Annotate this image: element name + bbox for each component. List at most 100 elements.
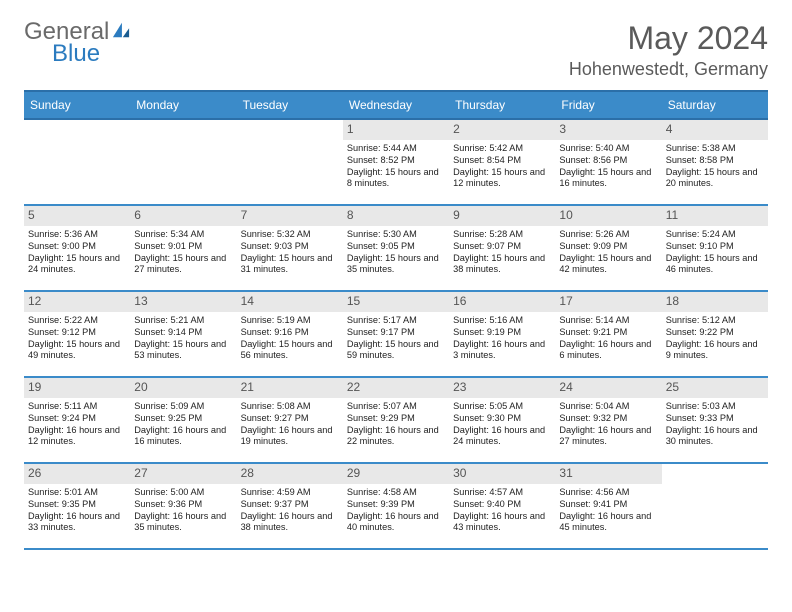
sunset-line: Sunset: 9:39 PM [347, 499, 445, 511]
day-number: 1 [343, 120, 449, 140]
sunrise-line: Sunrise: 5:22 AM [28, 315, 126, 327]
sunrise-line: Sunrise: 4:57 AM [453, 487, 551, 499]
calendar-cell: 30Sunrise: 4:57 AMSunset: 9:40 PMDayligh… [449, 464, 555, 548]
sunrise-line: Sunrise: 5:01 AM [28, 487, 126, 499]
calendar-cell: 18Sunrise: 5:12 AMSunset: 9:22 PMDayligh… [662, 292, 768, 376]
day-header: Thursday [449, 92, 555, 118]
sunset-line: Sunset: 9:05 PM [347, 241, 445, 253]
day-number: 28 [237, 464, 343, 484]
calendar-week: 1 Sunrise: 5:44 AMSunset: 8:52 PM Daylight… [24, 120, 768, 206]
daylight-line: Daylight: 16 hours and 43 minutes. [453, 511, 551, 535]
day-number: 6 [130, 206, 236, 226]
sunset-line: Sunset: 9:33 PM [666, 413, 764, 425]
calendar-cell [24, 120, 130, 204]
sunrise-line: Sunrise: 4:59 AM [241, 487, 339, 499]
sunrise-line: Sunrise: 5:40 AM [559, 143, 657, 155]
daylight-line: Daylight: 16 hours and 3 minutes. [453, 339, 551, 363]
daylight-line: Daylight: 16 hours and 35 minutes. [134, 511, 232, 535]
day-number: 10 [555, 206, 661, 226]
sunrise-line: Sunrise: 5:04 AM [559, 401, 657, 413]
calendar-cell: 1Sunrise: 5:44 AMSunset: 8:52 PMDaylight… [343, 120, 449, 204]
sunrise-line: Sunrise: 5:32 AM [241, 229, 339, 241]
sunset-line: Sunset: 9:32 PM [559, 413, 657, 425]
sunset-line: Sunset: 9:07 PM [453, 241, 551, 253]
daylight-line: Daylight: 16 hours and 12 minutes. [28, 425, 126, 449]
calendar-cell: 27Sunrise: 5:00 AMSunset: 9:36 PMDayligh… [130, 464, 236, 548]
daylight-line: Daylight: 16 hours and 27 minutes. [559, 425, 657, 449]
sunset-line: Sunset: 9:24 PM [28, 413, 126, 425]
calendar-cell: 10Sunrise: 5:26 AMSunset: 9:09 PMDayligh… [555, 206, 661, 290]
daylight-line: Daylight: 15 hours and 12 minutes. [453, 167, 551, 191]
daylight-line: Daylight: 15 hours and 59 minutes. [347, 339, 445, 363]
calendar-cell: 31Sunrise: 4:56 AMSunset: 9:41 PMDayligh… [555, 464, 661, 548]
day-number: 13 [130, 292, 236, 312]
sunset-line: Sunset: 9:25 PM [134, 413, 232, 425]
calendar-cell: 25Sunrise: 5:03 AMSunset: 9:33 PMDayligh… [662, 378, 768, 462]
sail-icon [111, 20, 131, 44]
day-number: 15 [343, 292, 449, 312]
day-number: 18 [662, 292, 768, 312]
daylight-line: Daylight: 16 hours and 30 minutes. [666, 425, 764, 449]
sunrise-line: Sunrise: 4:56 AM [559, 487, 657, 499]
calendar-cell: 17Sunrise: 5:14 AMSunset: 9:21 PMDayligh… [555, 292, 661, 376]
daylight-line: Daylight: 16 hours and 38 minutes. [241, 511, 339, 535]
day-header: Friday [555, 92, 661, 118]
day-number: 9 [449, 206, 555, 226]
day-number: 22 [343, 378, 449, 398]
sunrise-line: Sunrise: 5:00 AM [134, 487, 232, 499]
daylight-line: Daylight: 16 hours and 16 minutes. [134, 425, 232, 449]
sunset-line: Sunset: 9:01 PM [134, 241, 232, 253]
sunset-line: Sunset: 9:16 PM [241, 327, 339, 339]
sunset-line: Sunset: 9:00 PM [28, 241, 126, 253]
calendar-cell: 24Sunrise: 5:04 AMSunset: 9:32 PMDayligh… [555, 378, 661, 462]
sunrise-line: Sunrise: 5:28 AM [453, 229, 551, 241]
calendar-cell: 9 Sunrise: 5:28 AMSunset: 9:07 PMDaylight… [449, 206, 555, 290]
sunset-line: Sunset: 8:52 PM [347, 155, 445, 167]
sunrise-line: Sunrise: 5:30 AM [347, 229, 445, 241]
day-header: Sunday [24, 92, 130, 118]
calendar-cell [130, 120, 236, 204]
sunrise-line: Sunrise: 5:36 AM [28, 229, 126, 241]
daylight-line: Daylight: 15 hours and 38 minutes. [453, 253, 551, 277]
sunset-line: Sunset: 9:40 PM [453, 499, 551, 511]
calendar-cell: 7Sunrise: 5:32 AMSunset: 9:03 PMDaylight… [237, 206, 343, 290]
daylight-line: Daylight: 15 hours and 16 minutes. [559, 167, 657, 191]
sunrise-line: Sunrise: 5:14 AM [559, 315, 657, 327]
calendar-cell: 16Sunrise: 5:16 AMSunset: 9:19 PMDayligh… [449, 292, 555, 376]
sunset-line: Sunset: 9:41 PM [559, 499, 657, 511]
calendar-cell: 28Sunrise: 4:59 AMSunset: 9:37 PMDayligh… [237, 464, 343, 548]
calendar-cell: 5Sunrise: 5:36 AMSunset: 9:00 PMDaylight… [24, 206, 130, 290]
day-number: 14 [237, 292, 343, 312]
sunset-line: Sunset: 9:21 PM [559, 327, 657, 339]
daylight-line: Daylight: 16 hours and 33 minutes. [28, 511, 126, 535]
daylight-line: Daylight: 16 hours and 45 minutes. [559, 511, 657, 535]
daylight-line: Daylight: 15 hours and 24 minutes. [28, 253, 126, 277]
brand-part2: Blue [24, 42, 131, 66]
calendar-cell: 2Sunrise: 5:42 AMSunset: 8:54 PMDaylight… [449, 120, 555, 204]
calendar-cell: 20Sunrise: 5:09 AMSunset: 9:25 PMDayligh… [130, 378, 236, 462]
daylight-line: Daylight: 15 hours and 46 minutes. [666, 253, 764, 277]
sunrise-line: Sunrise: 5:16 AM [453, 315, 551, 327]
sunrise-line: Sunrise: 5:17 AM [347, 315, 445, 327]
calendar-cell [662, 464, 768, 548]
calendar-cell: 11Sunrise: 5:24 AMSunset: 9:10 PMDayligh… [662, 206, 768, 290]
sunrise-line: Sunrise: 5:08 AM [241, 401, 339, 413]
daylight-line: Daylight: 15 hours and 35 minutes. [347, 253, 445, 277]
calendar-cell: 15Sunrise: 5:17 AMSunset: 9:17 PMDayligh… [343, 292, 449, 376]
daylight-line: Daylight: 16 hours and 19 minutes. [241, 425, 339, 449]
day-number: 16 [449, 292, 555, 312]
sunset-line: Sunset: 9:14 PM [134, 327, 232, 339]
daylight-line: Daylight: 15 hours and 49 minutes. [28, 339, 126, 363]
sunrise-line: Sunrise: 5:24 AM [666, 229, 764, 241]
sunrise-line: Sunrise: 5:42 AM [453, 143, 551, 155]
calendar-week: 12Sunrise: 5:22 AMSunset: 9:12 PMDayligh… [24, 292, 768, 378]
calendar-cell: 13Sunrise: 5:21 AMSunset: 9:14 PMDayligh… [130, 292, 236, 376]
location: Hohenwestedt, Germany [569, 59, 768, 80]
calendar-cell: 4Sunrise: 5:38 AMSunset: 8:58 PMDaylight… [662, 120, 768, 204]
sunrise-line: Sunrise: 5:44 AM [347, 143, 445, 155]
day-number: 2 [449, 120, 555, 140]
sunrise-line: Sunrise: 5:12 AM [666, 315, 764, 327]
daylight-line: Daylight: 15 hours and 53 minutes. [134, 339, 232, 363]
calendar-week: 26Sunrise: 5:01 AMSunset: 9:35 PMDayligh… [24, 464, 768, 550]
day-number: 26 [24, 464, 130, 484]
